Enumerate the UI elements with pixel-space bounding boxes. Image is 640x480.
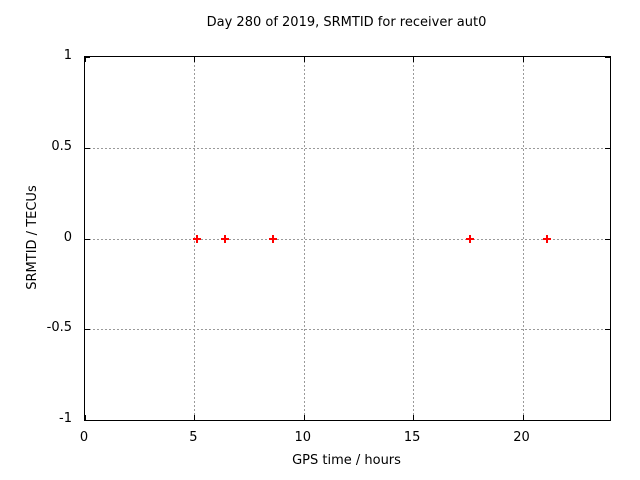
x-axis-label: GPS time / hours bbox=[292, 453, 401, 468]
x-tick-label-15: 15 bbox=[403, 430, 421, 445]
tick-x-20-top bbox=[522, 57, 524, 62]
data-point-marker-SRMTID-4 bbox=[542, 234, 551, 243]
marker-v-bar bbox=[195, 234, 198, 243]
y-tick-label--0.5: -0.5 bbox=[46, 320, 72, 336]
x-tick-label-5: 5 bbox=[189, 430, 198, 445]
tick-y-1-left bbox=[85, 57, 90, 58]
tick-y-0-right bbox=[605, 238, 610, 240]
x-tick-label-10: 10 bbox=[294, 430, 312, 445]
tick-x-15-bottom bbox=[413, 415, 415, 420]
marker-v-bar bbox=[272, 234, 275, 243]
tick-x-5-top bbox=[194, 57, 196, 62]
marker-v-bar bbox=[545, 234, 548, 243]
tick-y-0-left bbox=[85, 238, 90, 240]
tick-y-0.5-right bbox=[605, 147, 610, 149]
marker-v-bar bbox=[469, 234, 471, 243]
y-tick-label-1: 1 bbox=[63, 48, 72, 63]
plot-area bbox=[84, 56, 611, 421]
y-tick-label--1: -1 bbox=[59, 411, 72, 426]
tick-x-0-bottom bbox=[85, 415, 86, 420]
tick-y-0.5-left bbox=[85, 147, 90, 149]
x-tick-label-20: 20 bbox=[513, 430, 530, 445]
data-point-marker-SRMTID-3 bbox=[466, 234, 474, 243]
tick-y-1-right bbox=[605, 57, 610, 58]
chart-title: Day 280 of 2019, SRMTID for receiver aut… bbox=[206, 15, 487, 30]
tick-x-10-top bbox=[303, 57, 305, 62]
tick-x-0-top bbox=[85, 57, 86, 62]
tick-y--1-right bbox=[605, 420, 610, 421]
data-point-marker-SRMTID-0 bbox=[192, 234, 201, 243]
tick-x-5-bottom bbox=[194, 415, 196, 420]
y-tick-label-0: 0 bbox=[63, 229, 72, 245]
tick-y--1-left bbox=[85, 420, 90, 421]
tick-x-15-top bbox=[413, 57, 415, 62]
gridline-y-0.5 bbox=[85, 147, 610, 149]
tick-x-20-bottom bbox=[522, 415, 524, 420]
data-point-marker-SRMTID-1 bbox=[221, 234, 229, 243]
y-tick-label-0.5: 0.5 bbox=[51, 138, 72, 154]
gridline-y-0 bbox=[85, 238, 610, 240]
x-tick-label-0: 0 bbox=[79, 430, 89, 445]
marker-v-bar bbox=[224, 234, 226, 243]
tick-x-10-bottom bbox=[303, 415, 305, 420]
data-point-marker-SRMTID-2 bbox=[269, 234, 278, 243]
tick-y--0.5-right bbox=[605, 329, 610, 331]
gridline-y--0.5 bbox=[85, 329, 610, 331]
tick-y--0.5-left bbox=[85, 329, 90, 331]
